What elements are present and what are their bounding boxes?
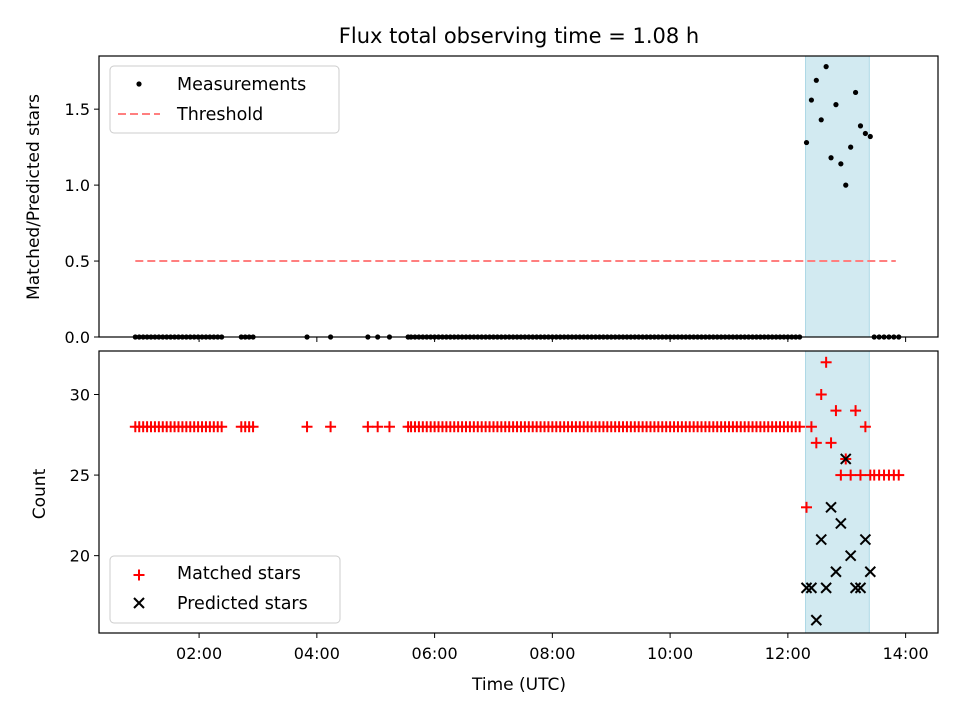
top-y-axis-label: Matched/Predicted stars bbox=[24, 94, 44, 300]
matched-star-point bbox=[815, 389, 827, 401]
legend-matched-marker bbox=[133, 569, 145, 581]
top-axes-frame bbox=[98, 55, 939, 338]
measurement-point bbox=[808, 97, 815, 103]
top-shaded-interval bbox=[805, 55, 870, 338]
measurement-point bbox=[852, 89, 859, 96]
matched-star-point bbox=[810, 437, 822, 449]
bottom-x-axis: 02:00 04:00 06:00 08:00 10:00 12:00 14:00 bbox=[176, 633, 929, 663]
measurement-point bbox=[867, 133, 873, 140]
matched-star-point bbox=[216, 421, 228, 433]
predicted-star-point bbox=[815, 533, 827, 546]
predicted-star-point bbox=[810, 614, 823, 626]
matched-star-point bbox=[850, 405, 862, 417]
measurement-point bbox=[833, 102, 839, 108]
predicted-star-point bbox=[849, 582, 862, 594]
predicted-stars-series bbox=[800, 453, 876, 626]
bottom-axes-frame bbox=[98, 350, 939, 634]
y-tick-label: 30 bbox=[70, 386, 90, 405]
chart-title: Flux total observing time = 1.08 h bbox=[339, 24, 699, 48]
matched-star-point bbox=[794, 421, 806, 433]
predicted-star-point bbox=[864, 566, 876, 578]
matched-star-point bbox=[362, 421, 374, 433]
legend-predicted-label: Predicted stars bbox=[177, 594, 308, 614]
measurement-point bbox=[862, 130, 868, 137]
matched-star-point bbox=[372, 421, 384, 433]
x-tick-label: 08:00 bbox=[529, 644, 575, 663]
predicted-star-point bbox=[825, 501, 837, 514]
y-tick-label: 1.0 bbox=[65, 176, 90, 195]
predicted-star-point bbox=[835, 517, 847, 530]
y-tick-label: 0.5 bbox=[65, 252, 90, 271]
measurement-point bbox=[823, 64, 829, 70]
x-tick-label: 06:00 bbox=[412, 644, 458, 663]
measurement-point bbox=[857, 123, 864, 129]
measurement-point bbox=[848, 144, 854, 150]
bottom-panel: 20 25 30 02:00 04:00 06:00 08:00 10:00 12:00 14:… bbox=[30, 350, 939, 695]
predicted-star-point bbox=[840, 453, 852, 465]
y-tick-label: 0.0 bbox=[65, 328, 90, 347]
legend-measurements-label: Measurements bbox=[177, 75, 306, 95]
matched-star-point bbox=[383, 421, 395, 433]
measurement-point bbox=[828, 155, 834, 161]
y-tick-label: 1.5 bbox=[65, 100, 90, 119]
matched-star-point bbox=[825, 437, 837, 449]
measurement-point bbox=[843, 182, 849, 188]
bottom-legend: Matched stars Predicted stars bbox=[109, 555, 341, 624]
matched-star-point bbox=[801, 501, 813, 513]
bottom-y-axis-label: Count bbox=[30, 468, 50, 519]
bottom-y-axis: 20 25 30 bbox=[70, 386, 99, 566]
predicted-star-point bbox=[854, 582, 867, 594]
legend-matched-label: Matched stars bbox=[177, 564, 301, 584]
measurement-point bbox=[818, 117, 824, 123]
top-legend: Measurements Threshold bbox=[109, 65, 340, 134]
legend-measurements-marker bbox=[136, 81, 142, 87]
top-legend-box bbox=[109, 65, 340, 134]
matched-stars-series bbox=[129, 356, 905, 513]
predicted-star-point bbox=[800, 582, 813, 594]
matched-star-point bbox=[854, 469, 866, 481]
top-y-axis: 0.0 0.5 1.0 1.5 bbox=[65, 100, 99, 347]
shaded-observing-window bbox=[805, 55, 870, 338]
matched-star-point bbox=[325, 421, 337, 433]
x-tick-label: 12:00 bbox=[765, 644, 811, 663]
top-panel: Flux total observing time = 1.08 h 0.00.… bbox=[24, 24, 939, 347]
matched-star-point bbox=[845, 469, 857, 481]
matched-star-point bbox=[835, 469, 847, 481]
y-tick-label: 20 bbox=[70, 547, 90, 566]
measurement-point bbox=[838, 161, 844, 167]
matched-star-point bbox=[805, 421, 817, 433]
legend-predicted-marker bbox=[133, 597, 145, 609]
predicted-star-point bbox=[844, 549, 857, 562]
legend-threshold-label: Threshold bbox=[176, 105, 263, 125]
predicted-star-point bbox=[830, 566, 842, 578]
x-axis-label: Time (UTC) bbox=[471, 675, 566, 695]
predicted-star-point bbox=[859, 533, 872, 546]
measurement-point bbox=[803, 139, 810, 146]
x-tick-label: 04:00 bbox=[294, 644, 340, 663]
matched-star-point bbox=[859, 421, 871, 433]
matched-star-point bbox=[893, 469, 905, 481]
predicted-star-point bbox=[820, 582, 832, 594]
x-tick-label: 14:00 bbox=[883, 644, 929, 663]
matched-star-point bbox=[830, 405, 842, 417]
top-x-axis bbox=[198, 337, 907, 342]
matched-star-point bbox=[301, 421, 313, 433]
predicted-star-point bbox=[805, 582, 818, 594]
measurement-point bbox=[813, 77, 819, 83]
x-tick-label: 10:00 bbox=[647, 644, 693, 663]
matched-star-point bbox=[820, 356, 832, 368]
bottom-legend-box bbox=[109, 555, 341, 624]
matched-star-point bbox=[247, 421, 259, 433]
y-tick-label: 25 bbox=[70, 466, 90, 485]
x-tick-label: 02:00 bbox=[176, 644, 222, 663]
